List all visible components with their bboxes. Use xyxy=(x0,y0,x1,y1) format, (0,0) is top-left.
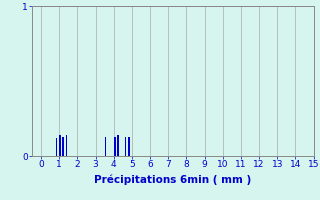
Bar xyxy=(117,135,119,156)
Bar xyxy=(59,135,61,156)
Bar xyxy=(125,137,126,156)
X-axis label: Précipitations 6min ( mm ): Précipitations 6min ( mm ) xyxy=(94,175,252,185)
Bar xyxy=(128,137,130,156)
Bar xyxy=(105,137,107,156)
Bar xyxy=(114,137,116,156)
Bar xyxy=(56,138,57,156)
Bar xyxy=(62,137,64,156)
Bar xyxy=(66,135,68,156)
